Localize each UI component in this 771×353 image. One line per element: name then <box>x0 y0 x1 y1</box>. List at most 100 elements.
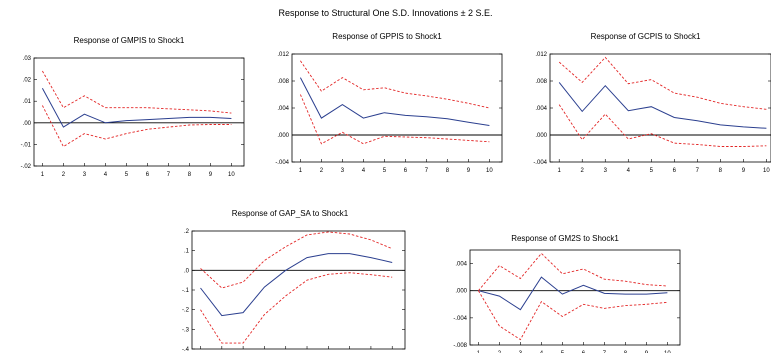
y-tick-label: .00 <box>23 121 32 127</box>
y-tick-label: -.02 <box>21 164 32 170</box>
panel-title: Response of GPPIS to Shock1 <box>332 32 442 41</box>
y-tick-label: .008 <box>277 79 289 85</box>
x-tick-label: 3 <box>604 168 608 174</box>
x-tick-label: 5 <box>561 351 565 353</box>
x-tick-label: 8 <box>188 172 192 178</box>
x-tick-label: 9 <box>645 351 649 353</box>
x-tick-label: 9 <box>209 172 213 178</box>
x-tick-label: 2 <box>581 168 585 174</box>
y-tick-label: .004 <box>277 106 289 112</box>
y-tick-label: .03 <box>23 56 32 62</box>
plot-frame <box>549 53 771 163</box>
lower-band-line <box>478 290 668 341</box>
chart-gppis: .012 .008 .004 .000 -.004 1 2 3 4 5 6 7 8 9 10 <box>275 52 503 174</box>
x-tick-label: 3 <box>341 168 345 174</box>
x-tick-label: 7 <box>603 351 607 353</box>
x-tick-label: 5 <box>125 172 129 178</box>
response-line <box>558 82 767 129</box>
lower-band-line <box>558 104 767 147</box>
x-tick-label: 8 <box>446 168 450 174</box>
lower-band-line <box>200 272 393 344</box>
panel-gm2s: Response of GM2S to Shock1 .004 .000 -.004… <box>440 234 690 353</box>
y-tick-label: .01 <box>23 99 32 105</box>
x-tick-label: 7 <box>167 172 171 178</box>
x-tick-label: 5 <box>383 168 387 174</box>
x-tick-label: 6 <box>673 168 677 174</box>
lower-band-line <box>41 105 232 148</box>
plot-frame <box>469 249 681 346</box>
x-tick-label: 3 <box>519 351 523 353</box>
y-tick-label: .012 <box>277 52 289 58</box>
panel-title: Response of GMPIS to Shock1 <box>73 36 185 45</box>
x-tick-label: 1 <box>299 168 303 174</box>
x-tick-label: 2 <box>320 168 324 174</box>
y-tick-label: .000 <box>455 289 467 295</box>
panel-title: Response of GCPIS to Shock1 <box>590 32 701 41</box>
x-tick-label: 5 <box>650 168 654 174</box>
plot-frame <box>33 57 245 167</box>
upper-band-line <box>558 56 767 110</box>
panel-gap-sa: Response of GAP_SA to Shock1 .2 .1 .0 -.1 -.… <box>170 209 410 353</box>
y-tick-label: -.004 <box>453 316 467 322</box>
panel-title: Response of GAP_SA to Shock1 <box>231 209 349 218</box>
y-tick-label: -.004 <box>275 160 289 166</box>
y-tick-label: .2 <box>184 229 190 235</box>
x-tick-label: 6 <box>404 168 408 174</box>
response-line <box>41 87 232 128</box>
x-tick-label: 9 <box>742 168 746 174</box>
x-tick-label: 4 <box>104 172 108 178</box>
x-tick-label: 10 <box>228 172 235 178</box>
x-tick-label: 10 <box>486 168 493 174</box>
x-tick-label: 2 <box>62 172 66 178</box>
y-tick-label: -.4 <box>182 347 190 353</box>
lower-band-line <box>299 94 490 145</box>
x-tick-label: 4 <box>362 168 366 174</box>
x-tick-label: 8 <box>719 168 723 174</box>
y-tick-label: .02 <box>23 78 32 84</box>
y-tick-label: -.1 <box>182 288 190 294</box>
chart-gm2s: .004 .000 -.004 -.008 1 2 3 4 5 6 7 8 9 10 <box>453 249 681 353</box>
y-tick-label: .1 <box>184 249 190 255</box>
figure-title: Response to Structural One S.D. Innovati… <box>278 8 493 18</box>
x-tick-label: 10 <box>763 168 770 174</box>
panel-gmpis: Response of GMPIS to Shock1 .03 .02 .01 .00… <box>4 36 254 196</box>
y-tick-label: -.3 <box>182 327 190 333</box>
y-tick-label: .008 <box>535 79 547 85</box>
panel-gppis: Response of GPPIS to Shock1 .012 .008 .004… <box>262 32 512 192</box>
y-tick-label: -.2 <box>182 308 190 314</box>
x-tick-label: 2 <box>498 351 502 353</box>
x-tick-label: 8 <box>624 351 628 353</box>
y-tick-label: .0 <box>184 268 190 274</box>
x-tick-label: 6 <box>582 351 586 353</box>
response-line <box>200 253 393 317</box>
y-tick-label: .004 <box>455 262 467 268</box>
chart-gmpis: .03 .02 .01 .00 -.01 -.02 1 2 3 4 5 6 7 8 9 10 <box>21 56 245 178</box>
plot-frame <box>191 230 406 350</box>
x-tick-label: 6 <box>146 172 150 178</box>
x-tick-label: 3 <box>83 172 87 178</box>
response-line <box>478 276 668 311</box>
upper-band-line <box>478 252 668 291</box>
x-tick-label: 4 <box>627 168 631 174</box>
upper-band-line <box>200 231 393 289</box>
upper-band-line <box>42 70 232 114</box>
y-tick-label: .000 <box>535 133 547 139</box>
x-tick-label: 7 <box>696 168 700 174</box>
chart-gcpis: .012 .008 .004 .000 -.004 1 2 3 4 5 6 7 8 9 10 <box>533 52 771 174</box>
plot-frame <box>291 53 503 163</box>
upper-band-line <box>300 60 490 109</box>
x-tick-label: 10 <box>664 351 671 353</box>
y-tick-label: -.008 <box>453 343 467 349</box>
x-tick-label: 9 <box>467 168 471 174</box>
x-tick-label: 1 <box>477 351 481 353</box>
panel-title: Response of GM2S to Shock1 <box>511 234 619 243</box>
y-tick-label: -.01 <box>21 142 32 148</box>
x-tick-label: 1 <box>558 168 562 174</box>
panel-gcpis: Response of GCPIS to Shock1 .012 .008 .004… <box>520 32 771 192</box>
x-tick-label: 1 <box>41 172 45 178</box>
x-tick-label: 4 <box>540 351 544 353</box>
y-tick-label: .000 <box>277 133 289 139</box>
y-tick-label: .004 <box>535 106 547 112</box>
y-tick-label: -.004 <box>533 160 547 166</box>
